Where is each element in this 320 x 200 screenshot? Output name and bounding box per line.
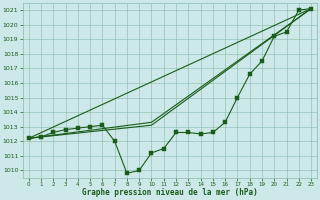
X-axis label: Graphe pression niveau de la mer (hPa): Graphe pression niveau de la mer (hPa) — [82, 188, 258, 197]
